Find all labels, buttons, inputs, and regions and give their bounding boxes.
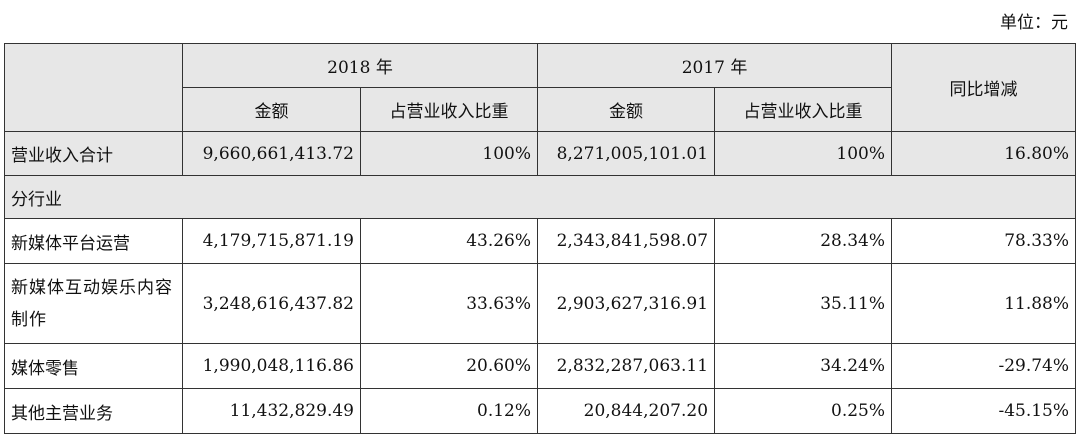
row-ratio-2017: 34.24% bbox=[714, 343, 893, 389]
row-label: 新媒体平台运营 bbox=[4, 218, 183, 264]
section-label: 分行业 bbox=[3, 175, 1077, 219]
total-amount-2018: 9,660,661,413.72 bbox=[182, 131, 361, 176]
row-label: 其他主营业务 bbox=[4, 388, 183, 434]
header-amount-2017: 金额 bbox=[537, 87, 716, 132]
table-row: 媒体零售 1,990,048,116.86 20.60% 2,832,287,0… bbox=[4, 343, 1077, 389]
row-amount-2017: 20,844,207.20 bbox=[537, 388, 716, 434]
table-row: 新媒体互动娱乐内容制作 3,248,616,437.82 33.63% 2,90… bbox=[4, 263, 1077, 344]
row-ratio-2017: 0.25% bbox=[714, 388, 893, 434]
section-row: 分行业 bbox=[3, 175, 1077, 219]
header-year-2018: 2018 年 bbox=[181, 43, 539, 88]
row-yoy: 78.33% bbox=[891, 218, 1077, 264]
row-ratio-2018: 0.12% bbox=[359, 388, 539, 434]
row-yoy: -29.74% bbox=[891, 343, 1077, 389]
row-ratio-2018: 33.63% bbox=[359, 263, 539, 344]
row-amount-2018: 4,179,715,871.19 bbox=[182, 218, 361, 264]
total-yoy: 16.80% bbox=[891, 131, 1077, 176]
row-yoy: 11.88% bbox=[891, 263, 1077, 344]
header-row-columns: 金额 占营业收入比重 金额 占营业收入比重 bbox=[5, 87, 1076, 132]
row-label: 新媒体互动娱乐内容制作 bbox=[4, 263, 183, 344]
table-row: 新媒体平台运营 4,179,715,871.19 43.26% 2,343,84… bbox=[4, 218, 1077, 264]
row-ratio-2017: 35.11% bbox=[714, 263, 893, 344]
row-amount-2018: 1,990,048,116.86 bbox=[182, 343, 361, 389]
header-ratio-2017: 占营业收入比重 bbox=[714, 87, 893, 132]
total-ratio-2018: 100% bbox=[359, 131, 539, 176]
header-blank-cell bbox=[4, 43, 183, 132]
revenue-table: 2018 年 2017 年 同比增减 金额 占营业收入比重 金额 占营业收入比重… bbox=[3, 43, 1077, 434]
total-row: 营业收入合计 9,660,661,413.72 100% 8,271,005,1… bbox=[4, 131, 1077, 176]
row-ratio-2018: 43.26% bbox=[359, 218, 539, 264]
header-ratio-2018: 占营业收入比重 bbox=[359, 87, 539, 132]
header-year-2017: 2017 年 bbox=[537, 43, 893, 88]
unit-label: 单位：元 bbox=[1000, 13, 1068, 33]
header-row-years: 2018 年 2017 年 同比增减 bbox=[4, 43, 1077, 132]
total-label: 营业收入合计 bbox=[4, 131, 183, 176]
row-amount-2018: 3,248,616,437.82 bbox=[182, 263, 361, 344]
row-amount-2018: 11,432,829.49 bbox=[182, 388, 361, 434]
row-yoy: -45.15% bbox=[891, 388, 1077, 434]
header-amount-2018: 金额 bbox=[182, 87, 361, 132]
total-ratio-2017: 100% bbox=[714, 131, 893, 176]
header-yoy: 同比增减 bbox=[891, 43, 1077, 132]
row-label: 媒体零售 bbox=[4, 343, 183, 389]
row-ratio-2017: 28.34% bbox=[714, 218, 893, 264]
total-amount-2017: 8,271,005,101.01 bbox=[537, 131, 716, 176]
table-row: 其他主营业务 11,432,829.49 0.12% 20,844,207.20… bbox=[4, 388, 1077, 434]
row-amount-2017: 2,343,841,598.07 bbox=[537, 218, 716, 264]
row-ratio-2018: 20.60% bbox=[359, 343, 539, 389]
row-amount-2017: 2,903,627,316.91 bbox=[537, 263, 716, 344]
row-amount-2017: 2,832,287,063.11 bbox=[537, 343, 716, 389]
